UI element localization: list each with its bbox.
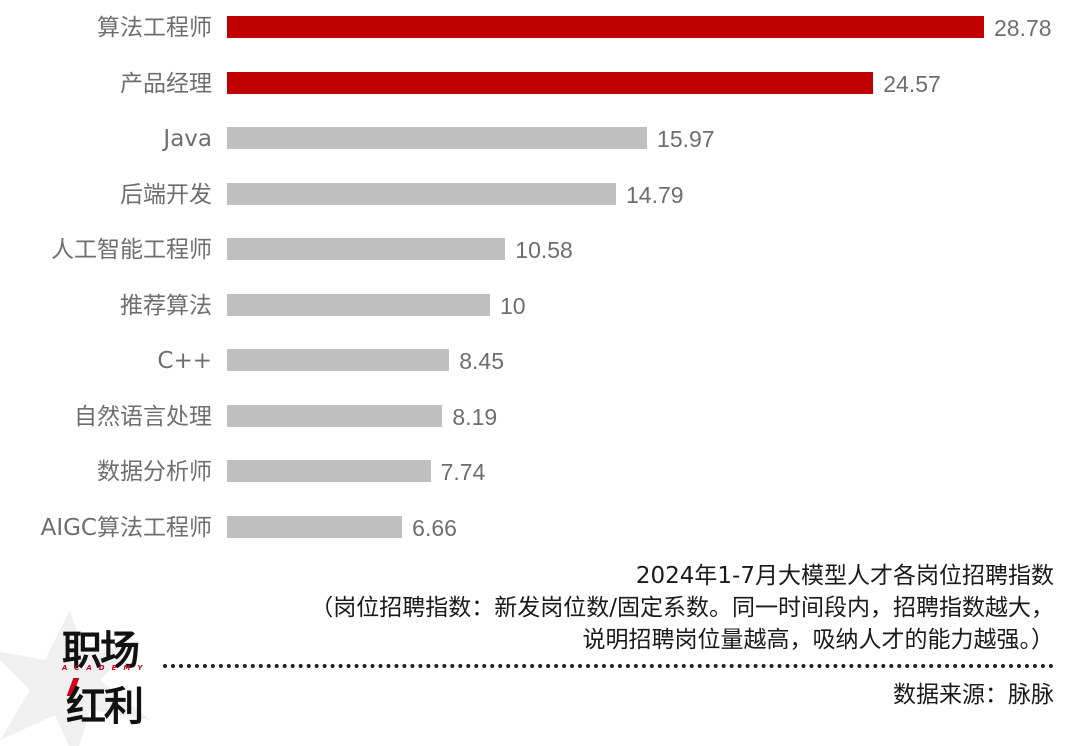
chart-row: 算法工程师 28.78 bbox=[0, 15, 1080, 41]
value-label: 8.19 bbox=[452, 403, 498, 430]
chart-row: 推荐算法 10 bbox=[0, 293, 1080, 319]
category-label: 算法工程师 bbox=[97, 15, 212, 41]
chart-row: 数据分析师 7.74 bbox=[0, 459, 1080, 485]
logo-text-bottom: 红利 bbox=[66, 684, 144, 730]
chart-title: 2024年1-7月大模型人才各岗位招聘指数 bbox=[635, 563, 1054, 589]
category-label: 推荐算法 bbox=[120, 292, 212, 319]
chart-note-line2: 说明招聘岗位量越高，吸纳人才的能力越强。） bbox=[582, 627, 1055, 653]
bar bbox=[227, 404, 443, 427]
bar bbox=[227, 16, 984, 38]
value-label: 7.74 bbox=[440, 459, 486, 485]
category-label: 产品经理 bbox=[120, 70, 212, 97]
bar bbox=[227, 127, 648, 149]
value-label: 28.78 bbox=[994, 15, 1052, 41]
logo-academy: ACADEMY bbox=[62, 664, 150, 672]
bar bbox=[227, 182, 617, 205]
bar bbox=[227, 460, 431, 482]
bar bbox=[227, 515, 403, 538]
chart-row: C++ 8.45 bbox=[0, 348, 1080, 374]
value-label: 8.45 bbox=[459, 348, 505, 374]
category-label: 自然语言处理 bbox=[74, 403, 212, 430]
chart-caption: 2024年1-7月大模型人才各岗位招聘指数 （岗位招聘指数：新发岗位数/固定系数… bbox=[310, 560, 1054, 656]
logo-text-top: 职场 bbox=[62, 628, 140, 674]
category-label: 数据分析师 bbox=[97, 459, 212, 485]
bar bbox=[227, 349, 450, 371]
brand-logo: 职场 ACADEMY 红利 bbox=[0, 590, 170, 746]
value-label: 15.97 bbox=[657, 126, 715, 152]
value-label: 10.58 bbox=[515, 237, 573, 263]
data-source: 数据来源：脉脉 bbox=[893, 682, 1054, 708]
value-label: 14.79 bbox=[626, 181, 684, 208]
chart-row: AIGC算法工程师 6.66 bbox=[0, 515, 1080, 541]
bar bbox=[227, 238, 506, 260]
category-label: AIGC算法工程师 bbox=[40, 514, 212, 541]
bar bbox=[227, 293, 491, 316]
chart-note-line1: （岗位招聘指数：新发岗位数/固定系数。同一时间段内，招聘指数越大， bbox=[310, 595, 1054, 621]
chart-row: Java 15.97 bbox=[0, 126, 1080, 152]
dotted-divider bbox=[163, 664, 1054, 668]
chart-row: 后端开发 14.79 bbox=[0, 182, 1080, 208]
value-label: 6.66 bbox=[412, 514, 457, 541]
category-label: 后端开发 bbox=[120, 181, 212, 208]
bar-chart: 算法工程师 28.78 产品经理 24.57 Java 15.97 后端开发 14.79 人工智… bbox=[0, 15, 1080, 541]
value-label: 10 bbox=[500, 292, 526, 319]
category-label: C++ bbox=[157, 348, 212, 374]
value-label: 24.57 bbox=[883, 70, 941, 97]
category-label: 人工智能工程师 bbox=[51, 237, 212, 263]
chart-row: 人工智能工程师 10.58 bbox=[0, 237, 1080, 263]
chart-row: 自然语言处理 8.19 bbox=[0, 404, 1080, 430]
chart-row: 产品经理 24.57 bbox=[0, 71, 1080, 97]
category-label: Java bbox=[163, 126, 212, 152]
bar bbox=[227, 71, 874, 94]
